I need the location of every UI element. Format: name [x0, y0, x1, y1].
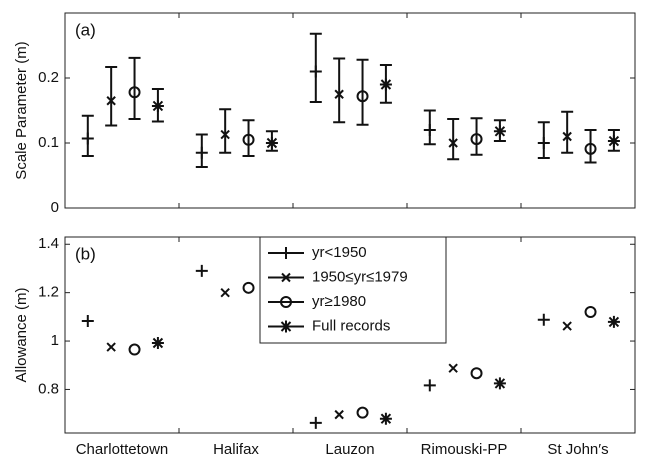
- marker: [220, 287, 230, 298]
- legend-label: 1950≤yr≤1979: [312, 268, 408, 285]
- y-tick-label: 0: [51, 199, 59, 216]
- panel-label: (b): [75, 244, 96, 263]
- x-tick-label: Halifax: [213, 441, 259, 458]
- error-bar: [584, 129, 597, 164]
- marker: [423, 379, 436, 392]
- error-bar: [356, 58, 369, 126]
- marker: [356, 90, 369, 103]
- error-bar: [333, 57, 346, 124]
- marker: [128, 343, 141, 356]
- y-tick-label: 1.4: [38, 235, 59, 252]
- marker: [356, 406, 369, 419]
- legend-marker: [280, 296, 292, 308]
- error-bar: [447, 117, 460, 161]
- marker: [151, 99, 164, 112]
- marker: [584, 142, 597, 155]
- y-axis-label: Allowance (m): [13, 287, 30, 382]
- marker: [151, 336, 164, 349]
- marker: [470, 133, 483, 146]
- marker: [379, 78, 392, 91]
- x-tick-label: Charlottetown: [76, 441, 169, 458]
- marker: [493, 377, 506, 390]
- marker: [81, 314, 94, 327]
- y-tick-label: 0.8: [38, 380, 59, 397]
- legend-marker: [281, 272, 291, 283]
- error-bar: [561, 110, 574, 154]
- legend-marker: [280, 320, 292, 333]
- y-axis-label: Scale Parameter (m): [13, 41, 30, 179]
- marker: [309, 65, 322, 78]
- marker: [242, 281, 255, 294]
- marker: [265, 137, 278, 149]
- marker: [562, 321, 572, 331]
- error-bar: [219, 108, 232, 154]
- marker: [195, 264, 208, 277]
- y-tick-label: 1: [51, 332, 59, 349]
- legend-marker: [280, 247, 292, 259]
- x-tick-label: Lauzon: [325, 441, 374, 458]
- marker: [470, 367, 483, 380]
- marker: [195, 146, 208, 159]
- y-tick-label: 0.1: [38, 134, 59, 151]
- panel-label: (a): [75, 20, 96, 39]
- marker: [81, 132, 94, 145]
- x-tick-label: St John′s: [547, 441, 608, 458]
- marker: [309, 416, 322, 429]
- x-tick-label: Rimouski-PP: [421, 441, 508, 458]
- marker: [607, 135, 620, 148]
- marker: [106, 96, 116, 106]
- marker: [242, 133, 255, 146]
- y-tick-label: 0.2: [38, 69, 59, 86]
- marker: [128, 86, 141, 99]
- marker: [607, 315, 620, 328]
- legend-label: Full records: [312, 317, 390, 334]
- legend-box: [259, 236, 447, 344]
- marker: [334, 409, 344, 420]
- error-bar: [128, 56, 141, 120]
- error-bar: [105, 65, 118, 127]
- plot-frame: [64, 12, 636, 209]
- legend-label: yr<1950: [312, 244, 367, 261]
- legend: yr<1950 1950≤yr≤1979 yr≥1980 Full records: [259, 236, 447, 344]
- error-bar: [470, 117, 483, 156]
- marker: [448, 138, 458, 148]
- y-tick-label: 1.2: [38, 284, 59, 301]
- marker: [106, 342, 116, 352]
- marker: [537, 313, 550, 326]
- marker: [493, 125, 506, 138]
- marker: [584, 306, 597, 319]
- marker: [448, 363, 458, 373]
- marker: [423, 124, 436, 136]
- error-bar: [242, 119, 255, 157]
- marker: [220, 129, 230, 140]
- marker: [334, 89, 344, 99]
- marker: [562, 131, 572, 142]
- marker: [537, 137, 550, 149]
- legend-label: yr≥1980: [312, 293, 366, 310]
- marker: [379, 412, 392, 425]
